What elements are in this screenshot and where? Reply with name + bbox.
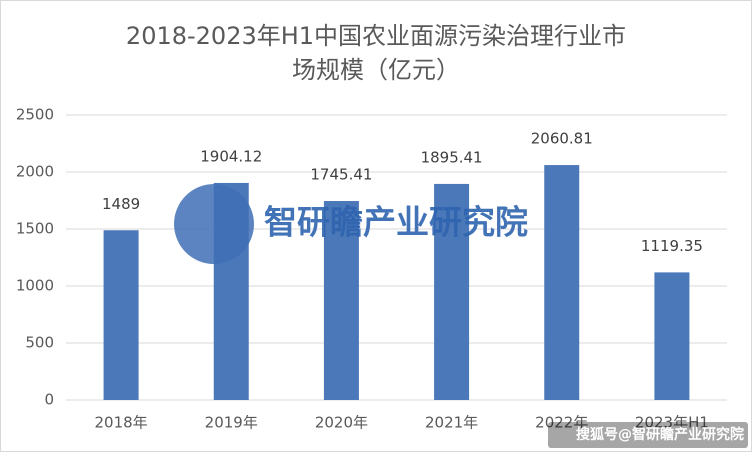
watermark: 智研瞻产业研究院 [264, 203, 528, 242]
y-tick-label: 2000 [16, 163, 54, 181]
value-label: 1895.41 [421, 148, 483, 166]
x-tick-label: 2022年 [535, 414, 588, 432]
y-tick-label: 0 [44, 391, 54, 409]
x-tick-label: 2018年 [94, 414, 147, 432]
value-label: 2060.81 [531, 130, 593, 148]
bar [103, 230, 139, 400]
x-tick-label: 2021年 [425, 414, 478, 432]
source-bg [548, 422, 748, 448]
value-label: 1745.41 [310, 166, 372, 184]
bar [654, 272, 690, 400]
value-label: 1904.12 [200, 147, 262, 165]
bar [434, 183, 470, 400]
bar [323, 201, 359, 400]
chart-title: 2018-2023年H1中国农业面源污染治理行业市 [126, 22, 626, 50]
y-tick-label: 1500 [16, 220, 54, 238]
value-label: 1489 [102, 195, 140, 213]
chart-title: 场规模（亿元） [292, 56, 460, 84]
y-tick-label: 1000 [16, 277, 54, 295]
x-tick-label: 2020年 [315, 414, 368, 432]
x-tick-label: 2023年H1 [635, 414, 709, 432]
watermark-logo [174, 184, 254, 264]
bar [544, 165, 580, 400]
x-tick-label: 2019年 [205, 414, 258, 432]
y-tick-label: 500 [25, 334, 54, 352]
source-mark: 搜狐号@智研瞻产业研究院 [576, 426, 744, 443]
value-label: 1119.35 [641, 237, 703, 255]
y-tick-label: 2500 [16, 106, 54, 124]
